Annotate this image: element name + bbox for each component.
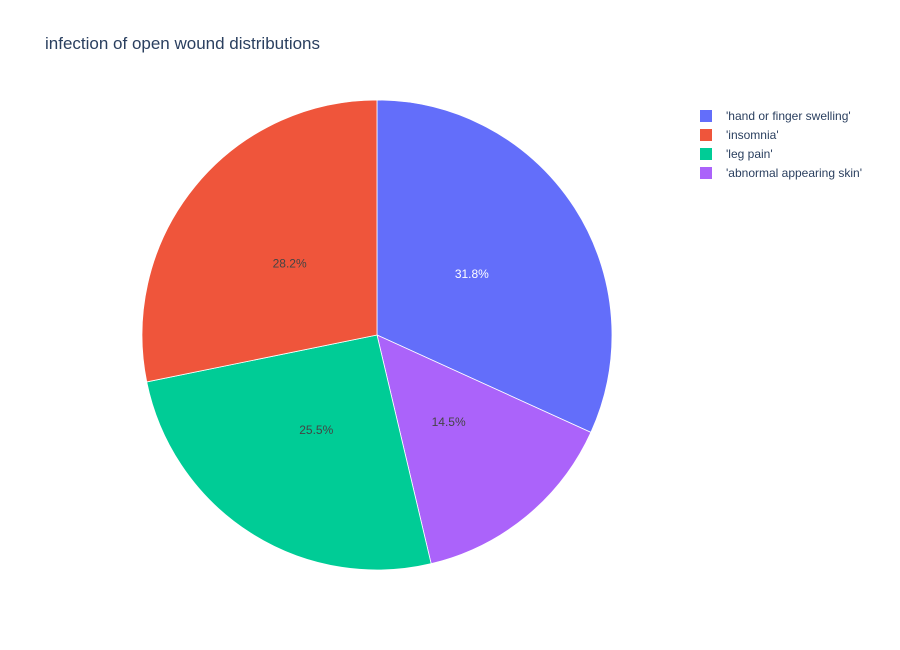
legend-swatch: [700, 109, 712, 122]
slice-percent-label: 28.2%: [273, 257, 307, 271]
legend-label: 'insomnia': [726, 127, 779, 142]
legend-item-insomnia[interactable]: 'insomnia': [700, 125, 862, 144]
legend-item-hand-or-finger-swelling[interactable]: 'hand or finger swelling': [700, 106, 862, 125]
legend-item-leg-pain[interactable]: 'leg pain': [700, 144, 862, 163]
slice-percent-label: 25.5%: [299, 423, 333, 437]
pie-slice-leg-pain[interactable]: [146, 334, 432, 571]
pie-slice-abnormal-appearing-skin[interactable]: [376, 334, 592, 565]
legend-label: 'leg pain': [726, 146, 773, 161]
legend-label: 'abnormal appearing skin': [726, 165, 862, 180]
legend-swatch: [700, 147, 712, 160]
legend-swatch: [700, 166, 712, 179]
pie-slice-hand-or-finger-swelling[interactable]: [376, 99, 613, 433]
pie-slice-insomnia[interactable]: [141, 99, 378, 383]
legend-label: 'hand or finger swelling': [726, 108, 851, 123]
chart-title: infection of open wound distributions: [45, 34, 321, 53]
legend-item-abnormal-appearing-skin[interactable]: 'abnormal appearing skin': [700, 163, 862, 182]
legend-swatch: [700, 128, 712, 141]
slice-percent-label: 14.5%: [432, 415, 466, 429]
slice-percent-label: 31.8%: [455, 267, 489, 281]
legend: 'hand or finger swelling' 'insomnia' 'leg …: [700, 106, 862, 182]
